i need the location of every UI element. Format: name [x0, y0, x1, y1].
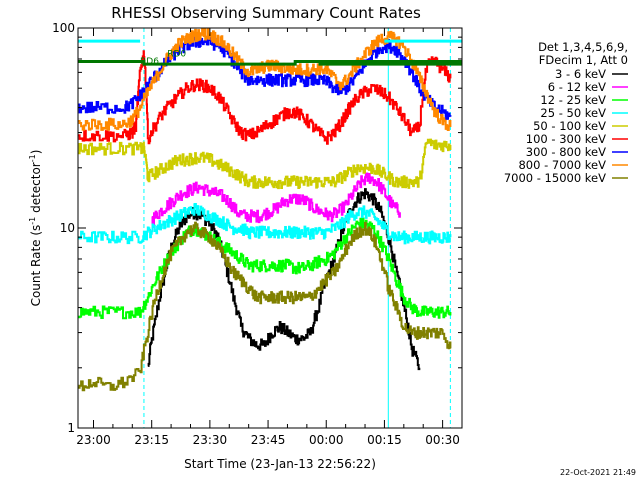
x-axis-label: Start Time (23-Jan-13 22:56:22) — [184, 457, 376, 471]
legend-header-line-2: FDecim 1, Att 0 — [539, 53, 628, 67]
series-line-3 — [78, 203, 452, 245]
x-tick-label-2: 23:30 — [193, 433, 228, 447]
y-axis-label: Count Rate (s-1 detector-1) — [28, 150, 43, 307]
legend-label-1: 6 - 12 keV — [548, 80, 606, 94]
y-axis-label-rest: detector — [29, 162, 43, 217]
legend-label-2: 12 - 25 keV — [540, 93, 606, 107]
legend-label-3: 25 - 50 keV — [540, 106, 606, 120]
x-tick-label-1: 23:15 — [134, 433, 169, 447]
x-tick-label-6: 00:30 — [425, 433, 460, 447]
x-axis: 23:00 23:15 23:30 23:45 00:00 00:15 00:30 — [76, 28, 463, 447]
y-axis-label-sup2: -1 — [28, 154, 37, 162]
plot-area: RD6 RD0 — [78, 28, 462, 428]
y-axis: 1 10 100 — [52, 21, 462, 435]
legend-label-5: 100 - 300 keV — [526, 132, 606, 146]
y-axis-label-end: ) — [29, 150, 43, 155]
y-tick-label-0: 1 — [67, 421, 75, 435]
x-tick-label-4: 00:00 — [309, 433, 344, 447]
x-tick-label-5: 00:15 — [367, 433, 402, 447]
series-line-1 — [151, 172, 401, 226]
legend-label-6: 300 - 800 keV — [526, 145, 606, 159]
y-axis-label-main: Count Rate (s — [29, 225, 43, 307]
decimation-line-0 — [78, 60, 462, 66]
legend-label-0: 3 - 6 keV — [555, 67, 606, 81]
timestamp: 22-Oct-2021 21:49 — [560, 468, 636, 477]
legend: Det 1,3,4,5,6,9, FDecim 1, Att 0 3 - 6 k… — [504, 40, 628, 185]
legend-label-4: 50 - 100 keV — [533, 119, 606, 133]
annotation-1: RD0 — [167, 50, 186, 60]
series-layer: RD6 RD0 — [78, 28, 462, 428]
legend-header-line-1: Det 1,3,4,5,6,9, — [538, 40, 628, 54]
annotation-0: RD6 — [140, 57, 159, 67]
y-axis-label-sup: -1 — [28, 217, 37, 225]
legend-label-8: 7000 - 15000 keV — [504, 171, 606, 185]
y-tick-label-2: 100 — [52, 21, 75, 35]
legend-label-7: 800 - 7000 keV — [518, 158, 606, 172]
y-tick-label-1: 10 — [60, 221, 75, 235]
chart-title: RHESSI Observing Summary Count Rates — [111, 4, 421, 22]
series-line-4 — [78, 138, 452, 190]
x-tick-label-0: 23:00 — [76, 433, 111, 447]
series-line-8 — [78, 221, 452, 392]
series-line-5 — [78, 50, 452, 145]
x-tick-label-3: 23:45 — [251, 433, 286, 447]
